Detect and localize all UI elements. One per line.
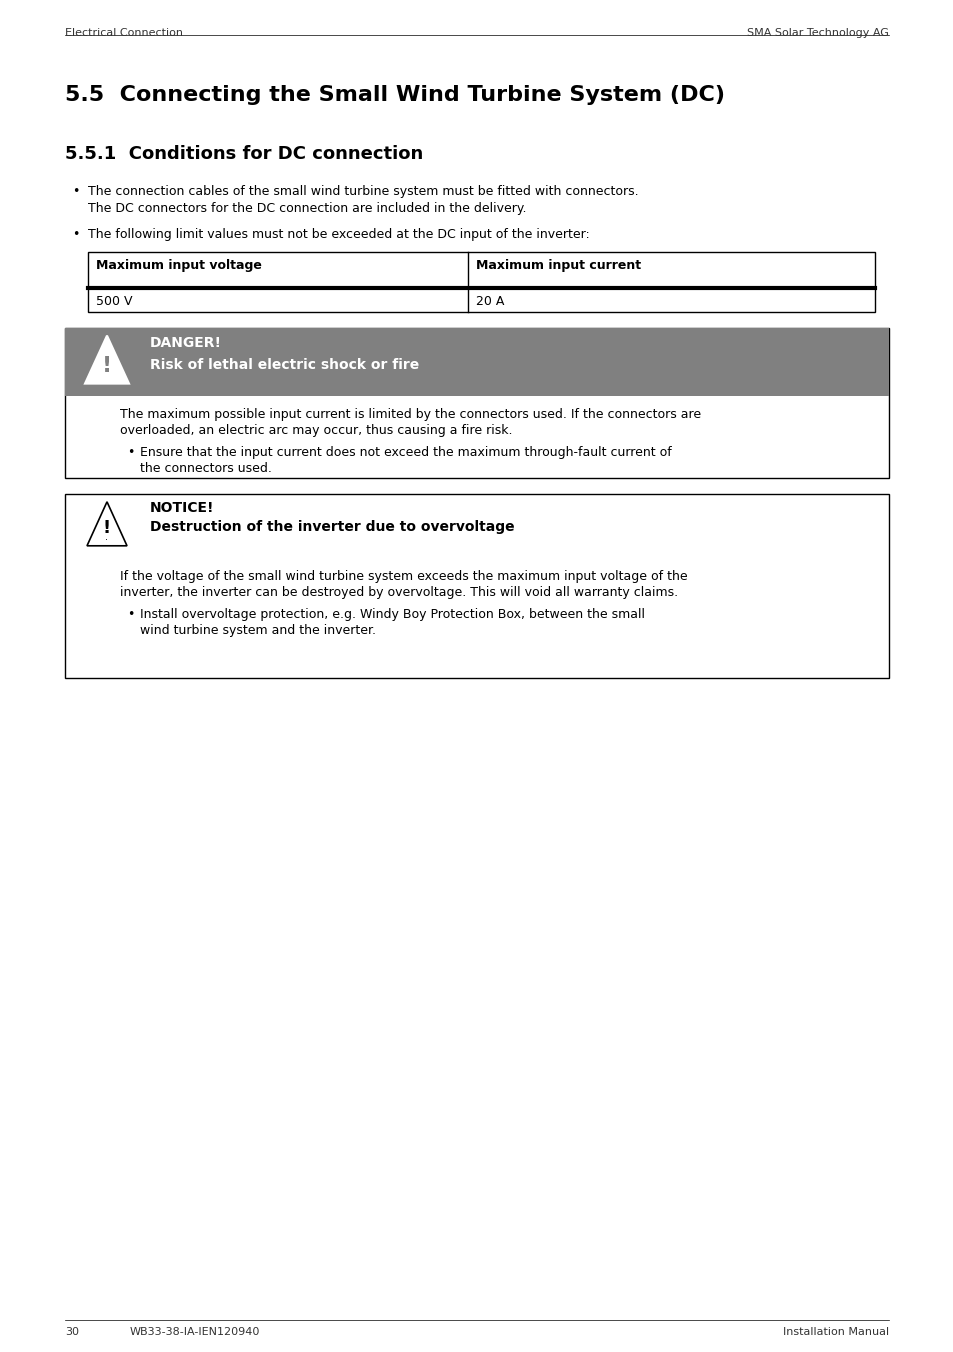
- Text: wind turbine system and the inverter.: wind turbine system and the inverter.: [140, 625, 375, 637]
- Text: Maximum input voltage: Maximum input voltage: [96, 260, 262, 272]
- Text: •: •: [127, 608, 134, 621]
- Text: NOTICE!: NOTICE!: [150, 502, 214, 515]
- Text: Ensure that the input current does not exceed the maximum through-fault current : Ensure that the input current does not e…: [140, 446, 671, 458]
- Text: !: !: [102, 356, 112, 376]
- Text: ·: ·: [106, 535, 109, 545]
- Text: 20 A: 20 A: [476, 295, 504, 308]
- Text: overloaded, an electric arc may occur, thus causing a fire risk.: overloaded, an electric arc may occur, t…: [120, 425, 512, 437]
- Text: The maximum possible input current is limited by the connectors used. If the con: The maximum possible input current is li…: [120, 408, 700, 420]
- Text: •: •: [127, 446, 134, 458]
- Bar: [88, 251, 874, 312]
- Text: If the voltage of the small wind turbine system exceeds the maximum input voltag: If the voltage of the small wind turbine…: [120, 571, 687, 583]
- Text: WB33-38-IA-IEN120940: WB33-38-IA-IEN120940: [130, 1328, 260, 1337]
- Text: 30: 30: [65, 1328, 79, 1337]
- Bar: [65, 493, 888, 677]
- Polygon shape: [85, 335, 129, 384]
- Text: Risk of lethal electric shock or fire: Risk of lethal electric shock or fire: [150, 358, 418, 372]
- Text: The connection cables of the small wind turbine system must be fitted with conne: The connection cables of the small wind …: [88, 185, 638, 197]
- Text: Install overvoltage protection, e.g. Windy Boy Protection Box, between the small: Install overvoltage protection, e.g. Win…: [140, 608, 644, 621]
- Text: Maximum input current: Maximum input current: [476, 260, 640, 272]
- Text: The DC connectors for the DC connection are included in the delivery.: The DC connectors for the DC connection …: [88, 201, 526, 215]
- Text: •: •: [71, 228, 79, 241]
- Text: the connectors used.: the connectors used.: [140, 462, 272, 475]
- Polygon shape: [87, 502, 127, 546]
- Text: !: !: [103, 519, 111, 537]
- Text: Destruction of the inverter due to overvoltage: Destruction of the inverter due to overv…: [150, 521, 514, 534]
- Text: Installation Manual: Installation Manual: [782, 1328, 888, 1337]
- Text: 5.5.1  Conditions for DC connection: 5.5.1 Conditions for DC connection: [65, 145, 423, 164]
- Text: SMA Solar Technology AG: SMA Solar Technology AG: [746, 28, 888, 38]
- Text: The following limit values must not be exceeded at the DC input of the inverter:: The following limit values must not be e…: [88, 228, 589, 241]
- Text: •: •: [71, 185, 79, 197]
- Text: DANGER!: DANGER!: [150, 337, 222, 350]
- Text: 5.5  Connecting the Small Wind Turbine System (DC): 5.5 Connecting the Small Wind Turbine Sy…: [65, 85, 724, 105]
- Text: 500 V: 500 V: [96, 295, 132, 308]
- Text: inverter, the inverter can be destroyed by overvoltage. This will void all warra: inverter, the inverter can be destroyed …: [120, 585, 678, 599]
- Bar: [65, 329, 888, 396]
- Text: Electrical Connection: Electrical Connection: [65, 28, 183, 38]
- Bar: [65, 329, 888, 479]
